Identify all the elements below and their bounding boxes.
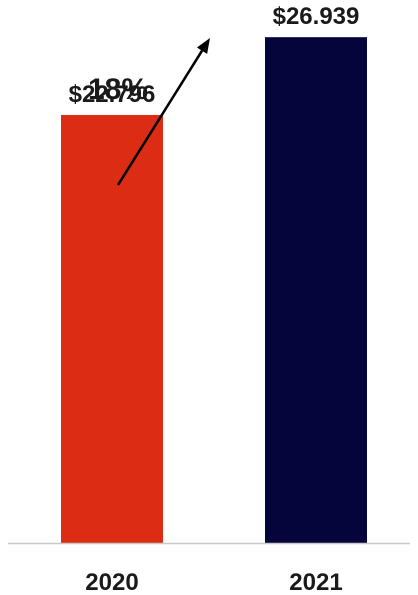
value-label-group: $22.796 $26.939 — [69, 3, 360, 108]
growth-arrow-icon — [116, 50, 204, 186]
bar-group — [61, 37, 367, 543]
bar-2021 — [265, 37, 367, 543]
arrow-head-icon — [196, 38, 210, 54]
category-label-2021: 2021 — [289, 569, 342, 595]
growth-percent-label: 18% — [88, 73, 148, 106]
value-label-2020: $22.796 — [69, 81, 156, 108]
category-label-group: 2020 2021 — [85, 569, 342, 595]
bar-2020 — [61, 114, 163, 543]
growth-annotation: 18% — [88, 38, 210, 186]
value-label-2021: $26.939 — [273, 3, 360, 30]
category-label-2020: 2020 — [85, 569, 138, 595]
